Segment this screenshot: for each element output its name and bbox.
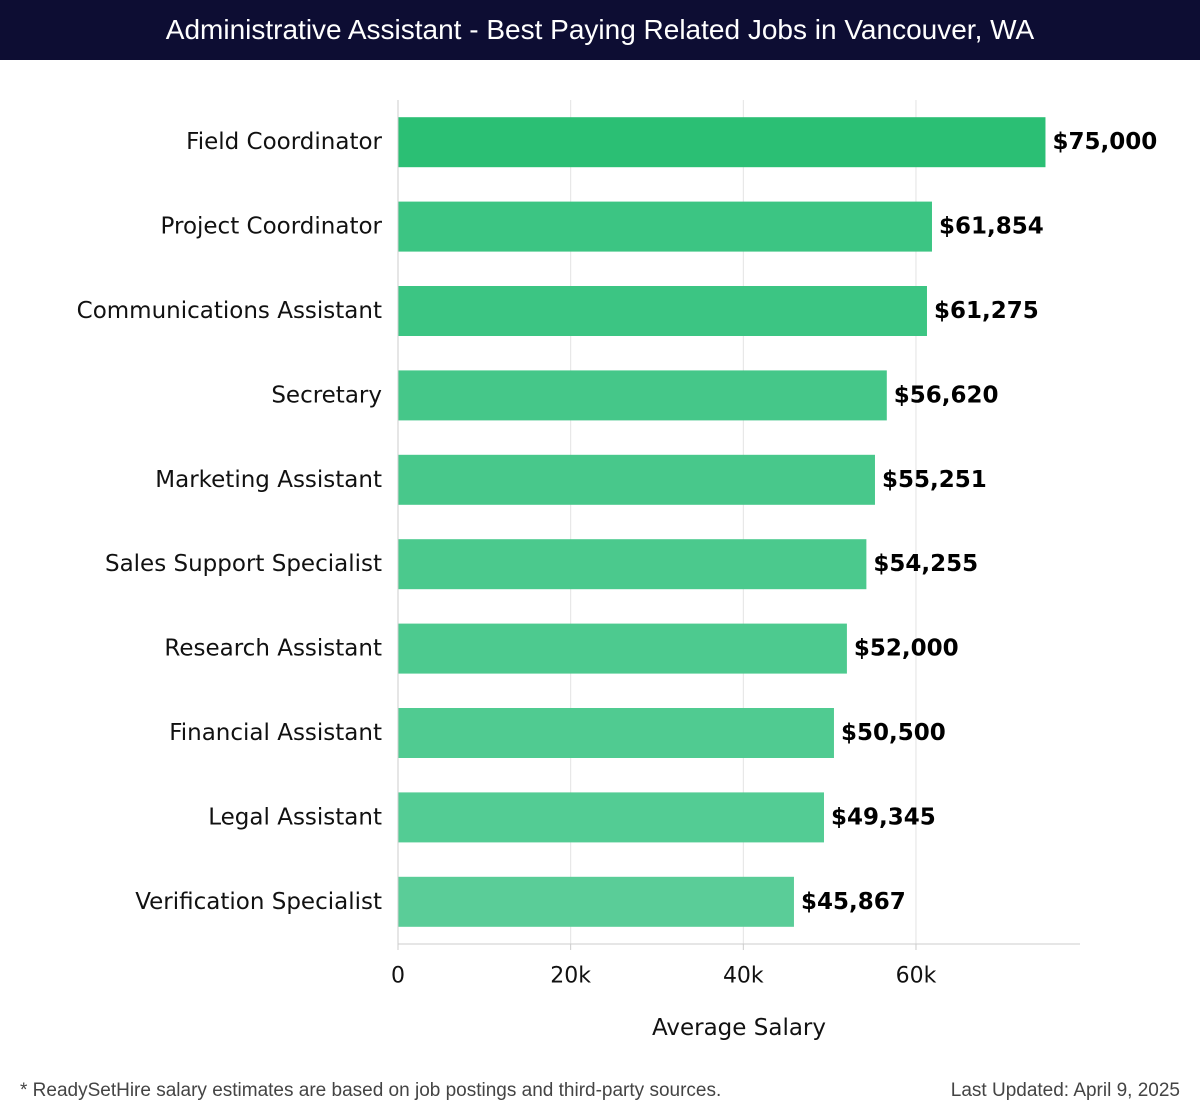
value-label-6: $52,000 bbox=[854, 636, 959, 662]
value-label-0: $75,000 bbox=[1052, 129, 1157, 155]
category-label-2: Communications Assistant bbox=[77, 298, 382, 324]
category-labels: Field Coordinator Project Coordinator Comm… bbox=[77, 129, 383, 915]
bar-8 bbox=[398, 792, 824, 843]
bars bbox=[398, 117, 1046, 927]
bar-0 bbox=[398, 117, 1046, 168]
x-tick-label-3: 60k bbox=[896, 964, 937, 989]
x-axis-title: Average Salary bbox=[652, 1015, 826, 1041]
category-label-5: Sales Support Specialist bbox=[105, 551, 382, 577]
salary-bar-chart: Field Coordinator Project Coordinator Comm… bbox=[77, 100, 1157, 1041]
category-label-8: Legal Assistant bbox=[208, 804, 382, 830]
value-label-4: $55,251 bbox=[882, 467, 987, 493]
bar-5 bbox=[398, 539, 867, 590]
value-label-2: $61,275 bbox=[934, 298, 1039, 324]
chart-title-bar: Administrative Assistant - Best Paying R… bbox=[0, 0, 1200, 60]
category-label-1: Project Coordinator bbox=[161, 214, 383, 240]
bar-4 bbox=[398, 454, 875, 505]
bar-6 bbox=[398, 623, 847, 674]
category-label-4: Marketing Assistant bbox=[155, 467, 382, 493]
category-label-9: Verification Specialist bbox=[135, 889, 382, 915]
value-label-5: $54,255 bbox=[873, 551, 978, 577]
chart-title: Administrative Assistant - Best Paying R… bbox=[165, 14, 1035, 45]
footer-note: * ReadySetHire salary estimates are base… bbox=[20, 1080, 722, 1101]
x-tick-label-1: 20k bbox=[550, 964, 591, 989]
value-label-3: $56,620 bbox=[894, 382, 999, 408]
bar-3 bbox=[398, 370, 887, 421]
category-label-7: Financial Assistant bbox=[169, 720, 382, 746]
value-label-9: $45,867 bbox=[801, 889, 906, 915]
category-label-0: Field Coordinator bbox=[186, 129, 382, 155]
category-label-6: Research Assistant bbox=[164, 636, 382, 662]
x-tick-label-2: 40k bbox=[723, 964, 764, 989]
value-labels: $75,000 $61,854 $61,275 $56,620 $55,251 $54,2… bbox=[801, 129, 1157, 915]
value-label-8: $49,345 bbox=[831, 804, 936, 830]
bar-2 bbox=[398, 286, 927, 336]
bar-1 bbox=[398, 201, 932, 252]
x-axis: 0 20k 40k 60k Average Salary bbox=[391, 100, 1080, 1041]
category-label-3: Secretary bbox=[271, 382, 382, 408]
value-label-1: $61,854 bbox=[939, 214, 1044, 240]
bar-7 bbox=[398, 708, 834, 758]
x-tick-label-0: 0 bbox=[391, 964, 405, 989]
value-label-7: $50,500 bbox=[841, 720, 946, 746]
bar-9 bbox=[398, 876, 794, 927]
last-updated: Last Updated: April 9, 2025 bbox=[950, 1080, 1180, 1101]
